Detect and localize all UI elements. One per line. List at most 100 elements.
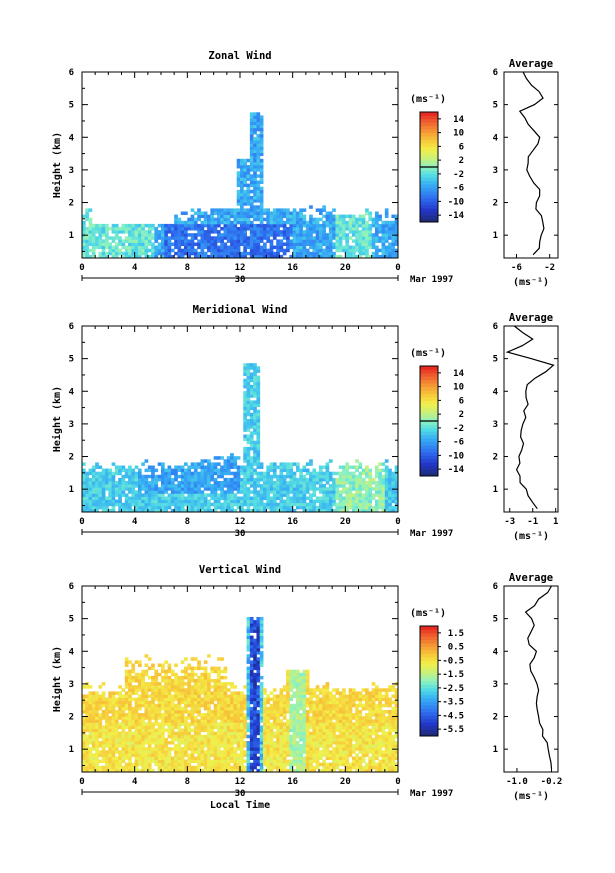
- x-tick-label: 0: [395, 517, 400, 527]
- average-title: Average: [509, 58, 553, 70]
- y-tick-label: 4: [69, 647, 75, 657]
- colorbar-tick-label: 6: [459, 142, 464, 152]
- field-cells: [82, 363, 399, 513]
- average-profile: Average 1 2 3 4 5 6 -6 -2 (ms⁻¹): [493, 58, 559, 288]
- y-tick-label: 2: [69, 199, 74, 209]
- x-tick-label: 12: [235, 517, 246, 527]
- average-title: Average: [509, 572, 553, 584]
- average-x-label: (ms⁻¹): [513, 531, 549, 542]
- colorbar-unit-label: (ms⁻¹): [410, 608, 446, 619]
- y-tick-label: 1: [69, 485, 74, 495]
- colorbar-tick-label: -6: [453, 438, 464, 448]
- average-x-label: (ms⁻¹): [513, 791, 549, 802]
- y-axis-label: Height (km): [51, 646, 63, 712]
- average-y-tick-label: 4: [493, 387, 499, 397]
- colorbar-tick-label: -2: [453, 170, 464, 180]
- colorbar-tick-label: 6: [459, 396, 464, 406]
- date-label: Mar 1997: [410, 529, 453, 539]
- y-axis-label: Height (km): [51, 132, 63, 198]
- field-cells: [82, 112, 399, 259]
- average-y-tick-label: 6: [493, 582, 498, 592]
- average-y-tick-label: 2: [493, 199, 498, 209]
- colorbar-tick-label: 10: [453, 129, 464, 139]
- y-tick-label: 1: [69, 231, 74, 241]
- x-tick-label: 20: [340, 263, 351, 273]
- average-y-tick-label: 6: [493, 68, 498, 78]
- panel-title: Zonal Wind: [208, 50, 271, 62]
- x-tick-label: 8: [185, 263, 190, 273]
- x-tick-label: 0: [79, 263, 84, 273]
- x-tick-label: 0: [395, 263, 400, 273]
- y-tick-label: 6: [69, 68, 74, 78]
- average-profile: Average 1 2 3 4 5 6 -1.0 -0.2 (ms⁻¹): [493, 572, 563, 802]
- colorbar-tick-label: -4.5: [442, 711, 464, 721]
- colorbar-tick-label: -2: [453, 424, 464, 434]
- panel-title: Vertical Wind: [199, 564, 281, 576]
- panel-title: Meridional Wind: [193, 304, 288, 316]
- average-x-tick-label: -1.0: [506, 777, 528, 787]
- average-y-tick-label: 3: [493, 680, 498, 690]
- y-tick-label: 3: [69, 680, 74, 690]
- y-tick-label: 5: [69, 355, 74, 365]
- average-y-tick-label: 5: [493, 355, 498, 365]
- average-title: Average: [509, 312, 553, 324]
- colorbar-tick-label: -6: [453, 184, 464, 194]
- colorbar-tick-label: 14: [453, 115, 464, 125]
- average-frame: [503, 325, 559, 513]
- colorbar-tick-label: -14: [448, 211, 465, 221]
- x-tick-label: 8: [185, 777, 190, 787]
- average-y-tick-label: 6: [493, 322, 498, 332]
- average-x-tick-label: -0.2: [541, 777, 563, 787]
- y-tick-label: 2: [69, 713, 74, 723]
- average-profile-line: [518, 71, 545, 256]
- average-x-tick-label: -1: [527, 517, 538, 527]
- y-tick-label: 3: [69, 420, 74, 430]
- average-x-tick-label: -3: [504, 517, 515, 527]
- y-tick-label: 4: [69, 387, 75, 397]
- colorbar-tick-label: 1.5: [448, 629, 464, 639]
- colorbar-frame: [419, 625, 439, 737]
- x-tick-label: 4: [132, 517, 138, 527]
- average-y-tick-label: 3: [493, 420, 498, 430]
- colorbar-tick-label: 10: [453, 383, 464, 393]
- average-x-tick-label: -6: [511, 263, 522, 273]
- y-tick-label: 1: [69, 745, 74, 755]
- average-y-tick-label: 3: [493, 166, 498, 176]
- average-y-tick-label: 4: [493, 133, 499, 143]
- colorbar-unit-label: (ms⁻¹): [410, 348, 446, 359]
- y-tick-label: 6: [69, 582, 74, 592]
- average-profile-line: [505, 325, 555, 510]
- colorbar: (ms⁻¹)1.5 0.5 -0.5 -1.5 -2.5 -3.5 -4.5 -5.5: [410, 608, 464, 737]
- colorbar-tick-label: 2: [459, 410, 464, 420]
- average-y-tick-label: 1: [493, 231, 498, 241]
- day-label: 30: [235, 789, 246, 799]
- average-y-tick-label: 1: [493, 485, 498, 495]
- colorbar-tick-label: -2.5: [442, 684, 464, 694]
- average-profile-line: [524, 585, 553, 769]
- average-frame: [503, 71, 559, 259]
- y-tick-label: 6: [69, 322, 74, 332]
- colorbar: (ms⁻¹) 14 10 6 2 -2 -6 -10 -14: [410, 94, 465, 223]
- x-tick-label: 0: [79, 777, 84, 787]
- average-y-tick-label: 1: [493, 745, 498, 755]
- colorbar-tick-label: 14: [453, 369, 464, 379]
- average-x-label: (ms⁻¹): [513, 277, 549, 288]
- y-tick-label: 5: [69, 101, 74, 111]
- x-tick-label: 12: [235, 777, 246, 787]
- average-y-tick-label: 2: [493, 453, 498, 463]
- y-tick-label: 5: [69, 615, 74, 625]
- colorbar-tick-label: -14: [448, 465, 465, 475]
- x-tick-label: 16: [287, 263, 298, 273]
- x-axis-label: Local Time: [210, 799, 270, 811]
- average-profile: Average 1 2 3 4 5 6 -3 -1 1 (ms⁻¹): [493, 312, 559, 542]
- y-tick-label: 3: [69, 166, 74, 176]
- x-tick-label: 12: [235, 263, 246, 273]
- x-tick-label: 0: [395, 777, 400, 787]
- average-y-tick-label: 5: [493, 101, 498, 111]
- x-tick-label: 16: [287, 777, 298, 787]
- colorbar-tick-label: -10: [448, 451, 464, 461]
